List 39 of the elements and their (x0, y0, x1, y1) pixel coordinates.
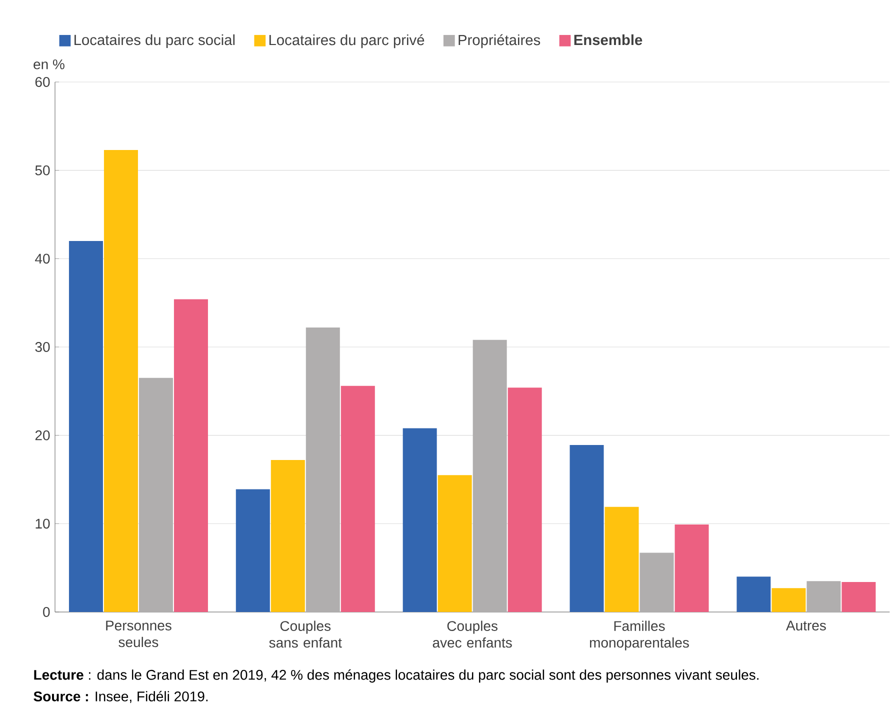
legend-label: Ensemble (574, 34, 642, 46)
bar (472, 340, 507, 612)
y-tick-label: 50 (35, 165, 50, 176)
y-tick-label: 60 (35, 77, 50, 87)
bar (772, 588, 806, 612)
bar (736, 576, 771, 612)
bar (306, 328, 340, 612)
bar (340, 386, 375, 612)
x-tick-label: Familles monoparentales (590, 620, 689, 650)
text: Source : Insee, Fidéli 2019. (34, 690, 208, 704)
y-tick-label: 40 (35, 254, 50, 264)
y-tick-label: 30 (35, 342, 50, 352)
bar (138, 378, 173, 612)
y-tick-label: 0 (43, 607, 50, 617)
bar (570, 445, 604, 612)
x-tick-label: Couples avec enfants (432, 620, 512, 648)
x-tick-label: Autres (786, 620, 826, 630)
x-tick-label: Personnes seules (106, 620, 172, 648)
bar (842, 582, 876, 612)
y-axis-title: en % (34, 59, 64, 70)
bar (674, 524, 709, 612)
bar (174, 299, 208, 612)
bar (402, 428, 437, 612)
bar (104, 150, 138, 612)
bar (68, 240, 103, 612)
legend-label: Propriétaires (458, 34, 540, 48)
bar (604, 506, 639, 612)
bar (236, 489, 270, 612)
y-tick-label: 20 (35, 430, 50, 440)
x-tick-label: Couples sans enfant (269, 620, 342, 648)
bar (270, 460, 305, 612)
bar (640, 552, 674, 612)
bar (438, 475, 472, 612)
legend-label: Locataires du parc social (74, 34, 235, 48)
legend-label: Locataires du parc privé (269, 34, 424, 48)
y-tick-label: 10 (36, 518, 50, 529)
bar (806, 581, 841, 612)
text: Lecture : dans le Grand Est en 2019, 42 % des ménages locataires du parc social sont des personnes vivant seules. (34, 669, 758, 683)
bar (508, 388, 542, 612)
